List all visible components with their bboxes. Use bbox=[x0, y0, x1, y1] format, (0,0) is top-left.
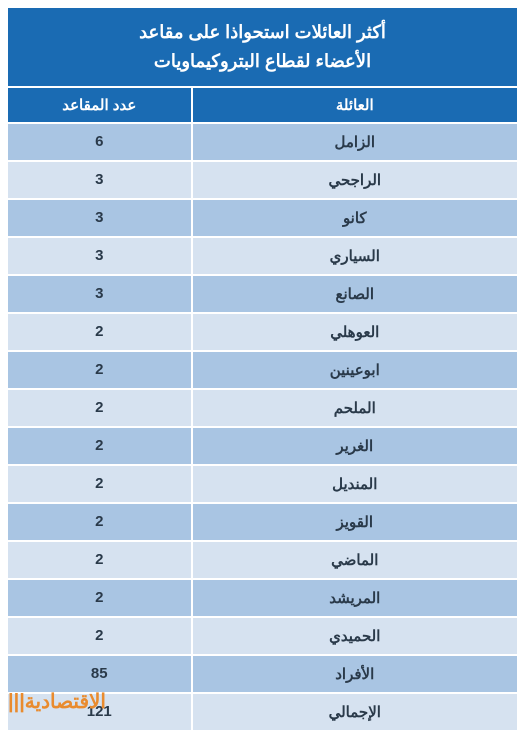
cell-seats: 2 bbox=[8, 390, 191, 426]
cell-seats: 3 bbox=[8, 200, 191, 236]
cell-seats: 3 bbox=[8, 276, 191, 312]
table-row: الزامل6 bbox=[8, 124, 517, 160]
cell-seats: 2 bbox=[8, 314, 191, 350]
cell-family: كانو bbox=[193, 200, 517, 236]
watermark-logo: الاقتصادية||| bbox=[6, 689, 106, 714]
watermark-text: الاقتصادية bbox=[25, 691, 106, 713]
cell-family: الصانع bbox=[193, 276, 517, 312]
cell-family: الزامل bbox=[193, 124, 517, 160]
cell-seats: 6 bbox=[8, 124, 191, 160]
cell-family: الإجمالي bbox=[193, 694, 517, 730]
table-row: القويز2 bbox=[8, 504, 517, 540]
table-row: المنديل2 bbox=[8, 466, 517, 502]
cell-family: الراجحي bbox=[193, 162, 517, 198]
table-title-cell: أكثر العائلات استحواذا على مقاعد الأعضاء… bbox=[8, 8, 517, 86]
cell-family: الحميدي bbox=[193, 618, 517, 654]
table-row: الراجحي3 bbox=[8, 162, 517, 198]
table-row: الحميدي2 bbox=[8, 618, 517, 654]
cell-seats: 3 bbox=[8, 238, 191, 274]
table-row: العوهلي2 bbox=[8, 314, 517, 350]
table-title-row: أكثر العائلات استحواذا على مقاعد الأعضاء… bbox=[8, 8, 517, 86]
cell-seats: 2 bbox=[8, 466, 191, 502]
table-row: الأفراد85 bbox=[8, 656, 517, 692]
cell-seats: 2 bbox=[8, 580, 191, 616]
column-header-family: العائلة bbox=[193, 88, 517, 122]
cell-family: السياري bbox=[193, 238, 517, 274]
cell-family: العوهلي bbox=[193, 314, 517, 350]
cell-seats: 2 bbox=[8, 542, 191, 578]
cell-family: الملحم bbox=[193, 390, 517, 426]
cell-family: الماضي bbox=[193, 542, 517, 578]
table-title-line2: الأعضاء لقطاع البتروكيماويات bbox=[16, 47, 509, 76]
cell-family: الغرير bbox=[193, 428, 517, 464]
cell-seats: 2 bbox=[8, 504, 191, 540]
cell-family: القويز bbox=[193, 504, 517, 540]
table-row: الغرير2 bbox=[8, 428, 517, 464]
cell-family: المنديل bbox=[193, 466, 517, 502]
cell-family: الأفراد bbox=[193, 656, 517, 692]
column-header-seats: عدد المقاعد bbox=[8, 88, 191, 122]
cell-seats: 85 bbox=[8, 656, 191, 692]
table-row: السياري3 bbox=[8, 238, 517, 274]
table-title-line1: أكثر العائلات استحواذا على مقاعد bbox=[16, 18, 509, 47]
cell-family: ابوعينين bbox=[193, 352, 517, 388]
table-row: الماضي2 bbox=[8, 542, 517, 578]
cell-family: المريشد bbox=[193, 580, 517, 616]
cell-seats: 2 bbox=[8, 352, 191, 388]
cell-seats: 2 bbox=[8, 428, 191, 464]
table-row: المريشد2 bbox=[8, 580, 517, 616]
cell-seats: 3 bbox=[8, 162, 191, 198]
table-row: الملحم2 bbox=[8, 390, 517, 426]
table-header-row: العائلة عدد المقاعد bbox=[8, 88, 517, 122]
table-container: أكثر العائلات استحواذا على مقاعد الأعضاء… bbox=[0, 0, 525, 738]
table-row: كانو3 bbox=[8, 200, 517, 236]
table-row: الصانع3 bbox=[8, 276, 517, 312]
families-seats-table: أكثر العائلات استحواذا على مقاعد الأعضاء… bbox=[6, 6, 519, 732]
watermark-bars-icon: ||| bbox=[8, 691, 25, 713]
cell-seats: 2 bbox=[8, 618, 191, 654]
table-row: ابوعينين2 bbox=[8, 352, 517, 388]
